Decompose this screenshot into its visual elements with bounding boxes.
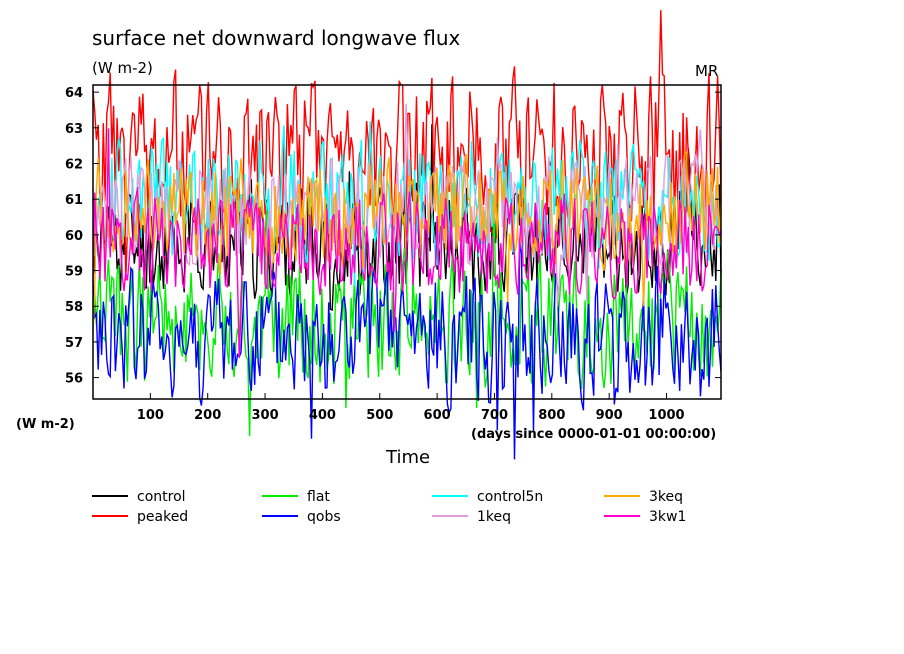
x-tick-label: 500 xyxy=(366,408,393,423)
x-tick-label: 100 xyxy=(137,408,164,423)
legend-label-control: control xyxy=(137,489,186,505)
x-tick-label: 400 xyxy=(309,408,336,423)
legend-label-control5n: control5n xyxy=(477,489,543,505)
x-tick-label: 200 xyxy=(194,408,221,423)
y-tick-label: 59 xyxy=(65,265,83,280)
legend-label-flat: flat xyxy=(307,489,330,505)
x-axis-ticks: 100 200 300 400 500 600 700 800 900 1000 xyxy=(137,393,685,423)
y-tick-label: 57 xyxy=(65,336,83,351)
y-tick-label: 64 xyxy=(65,86,83,101)
x-axis-label: Time xyxy=(385,447,430,468)
legend-label-peaked: peaked xyxy=(137,509,188,525)
y-tick-label: 63 xyxy=(65,122,83,137)
x-units-note: (days since 0000-01-01 00:00:00) xyxy=(471,427,716,442)
y-tick-label: 61 xyxy=(65,193,83,208)
legend-label-3keq: 3keq xyxy=(649,489,683,505)
series-layer xyxy=(92,10,722,460)
y-units-label: (W m-2) xyxy=(16,417,75,432)
x-tick-label: 1000 xyxy=(648,408,684,423)
x-tick-label: 800 xyxy=(538,408,565,423)
legend-label-1keq: 1keq xyxy=(477,509,511,525)
series-line-1keq xyxy=(92,103,722,308)
series-line-control xyxy=(92,124,722,312)
series-line-flat xyxy=(92,193,722,437)
chart-title: surface net downward longwave flux xyxy=(92,26,461,50)
y-tick-label: 56 xyxy=(65,372,83,387)
x-tick-label: 900 xyxy=(596,408,623,423)
series-line-qobs xyxy=(92,239,722,460)
y-tick-label: 58 xyxy=(65,300,83,315)
x-tick-label: 600 xyxy=(424,408,451,423)
chart-subtitle: (W m-2) xyxy=(92,59,153,77)
legend: control peaked flat qobs control5n 1keq 3keq 3k… xyxy=(92,489,686,525)
y-tick-label: 62 xyxy=(65,158,83,173)
y-axis-ticks: 56 57 58 59 60 61 62 63 64 xyxy=(65,86,721,387)
series-line-3kw1 xyxy=(92,128,722,358)
legend-label-qobs: qobs xyxy=(307,509,341,525)
corner-label: MR xyxy=(695,62,718,80)
x-tick-label: 700 xyxy=(481,408,508,423)
plot-frame xyxy=(92,84,722,400)
y-tick-label: 60 xyxy=(65,229,83,244)
legend-label-3kw1: 3kw1 xyxy=(649,509,686,525)
x-tick-label: 300 xyxy=(251,408,278,423)
